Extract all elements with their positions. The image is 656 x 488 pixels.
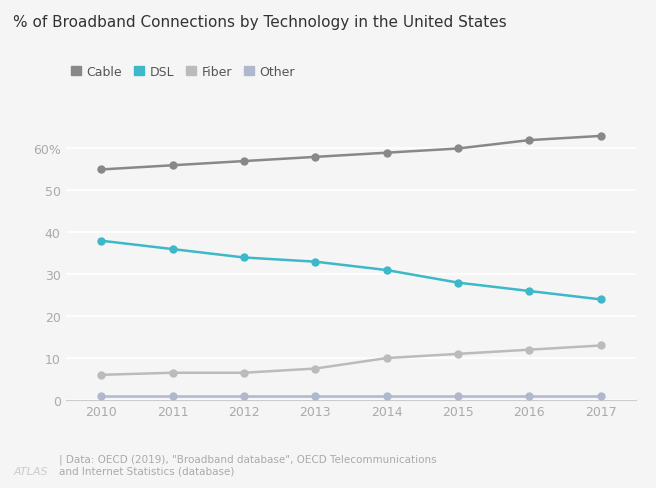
Legend: Cable, DSL, Fiber, Other: Cable, DSL, Fiber, Other: [66, 61, 300, 84]
Text: % of Broadband Connections by Technology in the United States: % of Broadband Connections by Technology…: [13, 15, 507, 30]
Text: | Data: OECD (2019), "Broadband database", OECD Telecommunications
and Internet : | Data: OECD (2019), "Broadband database…: [59, 454, 437, 476]
Text: ATLAS: ATLAS: [13, 466, 48, 476]
